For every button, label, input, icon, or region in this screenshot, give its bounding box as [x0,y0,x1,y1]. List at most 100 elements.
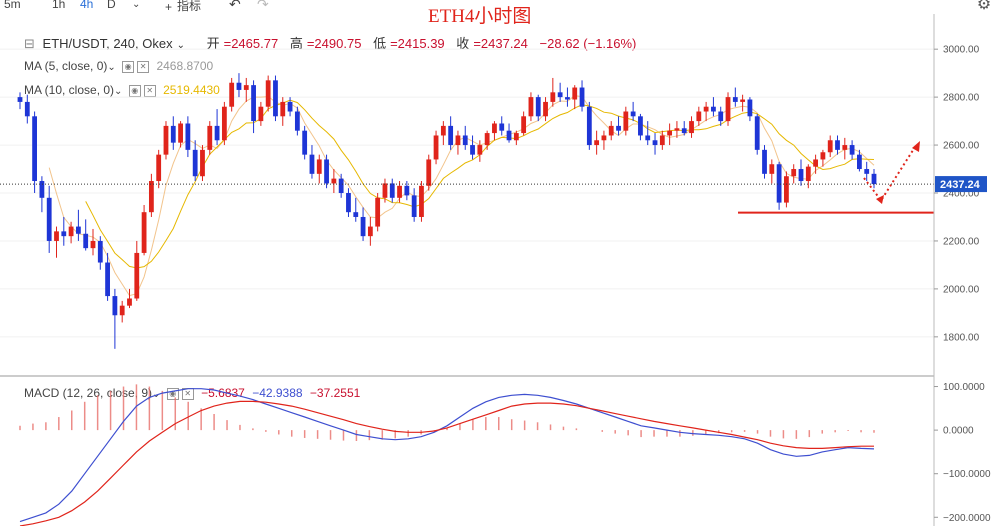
candle-body [543,101,548,117]
price-tick-label: 2000.00 [943,284,980,295]
timeframe-d[interactable]: D [107,0,116,11]
candle-body [791,169,797,177]
candle-body [732,97,738,102]
candle-body [747,99,753,117]
candle-body [207,125,213,150]
indicator-button[interactable]: 指标 [177,0,202,13]
eye-icon[interactable]: ◉ [122,60,135,73]
macd-tick-label: 0.0000 [943,426,974,437]
ohlc-close: 收 =2437.24 [456,36,532,51]
candle-body [820,152,826,160]
candle-body [711,106,716,112]
candle-body [857,154,862,170]
candle-body [273,80,278,117]
timeframe-5m[interactable]: 5m [4,0,21,11]
chevron-down-icon[interactable]: ⌄ [107,62,116,73]
chevron-down-icon[interactable]: ⌄ [114,86,123,97]
annotations [0,141,934,214]
ma10-legend: MA (10, close, 0)⌄ ◉ ✕ 2519.4430 [24,83,220,97]
last-price-tag-label: 2437.24 [940,179,981,191]
candle-body [163,125,169,155]
timeframe-1h[interactable]: 1h [52,0,66,11]
timeframe-toolbar: 5m 1h 4h D ⌄ + 指标 ↶ ↷ [0,0,1005,14]
candle-body [652,140,658,146]
price-tick-label: 2200.00 [943,236,980,247]
close-icon[interactable]: ✕ [137,60,150,73]
symbol-legend: ⊟ ETH/USDT, 240, Okex ⌄ 开 =2465.77 高 =2490.… [24,33,640,52]
candle-body [39,181,45,198]
signal-line [19,400,874,526]
candle-body [776,164,782,203]
candle-body [601,135,607,141]
candle-body [762,149,767,174]
candle-body [725,97,731,122]
candle-body [579,87,585,107]
candle-body [484,133,490,146]
candle-body [192,149,198,177]
candle-body [433,135,439,160]
collapse-icon[interactable]: ⊟ [24,36,35,51]
ohlc-low: 低 =2415.39 [373,36,449,51]
chevron-down-icon[interactable]: ⌄ [176,40,185,51]
candle-body [586,106,592,146]
candle-body [331,178,337,184]
candle-body [243,85,249,90]
candle-body [134,252,140,299]
ma5-label: MA (5, close, 0) [24,59,108,73]
high-label: 高 [289,36,303,51]
candle-body [32,116,37,182]
candle-body [112,296,118,316]
candle-body [338,178,344,194]
candle-body [681,128,687,134]
close-value: =2437.24 [473,36,528,51]
candle-body [798,169,804,182]
candle-body [528,97,534,117]
low-label: 低 [373,36,387,51]
undo-icon[interactable]: ↶ [229,0,241,12]
candle-body [572,87,578,100]
candle-body [324,159,329,184]
macd-pane [19,384,875,526]
eye-icon[interactable]: ◉ [166,387,179,400]
candle-body [696,111,702,122]
candle-body [616,125,621,131]
candle-body [148,181,154,213]
candle-body [674,128,680,131]
chevron-down-icon[interactable]: ⌄ [132,0,141,10]
close-icon[interactable]: ✕ [143,84,156,97]
candle-body [17,97,23,102]
plus-icon[interactable]: + [165,0,173,14]
projection-up-arrow [881,146,916,200]
candle-body [448,125,454,146]
candle-body [499,123,505,131]
close-label: 收 [456,36,470,51]
symbol-name: ETH/USDT, 240, Okex [42,36,173,51]
candle-body [221,106,227,141]
candle-body [353,212,359,217]
candle-body [54,231,59,241]
candle-body [492,123,497,134]
open-value: =2465.77 [223,36,279,51]
grid [0,48,934,377]
candle-body [623,111,629,131]
price-tick-label: 2800.00 [943,93,980,104]
candle-body [287,101,293,112]
candle-body [127,298,132,306]
macd-tick-label: 100.0000 [943,382,985,393]
candle-body [397,185,402,198]
candle-body [550,92,556,102]
price-tick-label: 2600.00 [943,141,980,152]
candle-body [470,145,475,155]
candle-body [346,193,351,213]
ohlc-open: 开 =2465.77 [207,36,283,51]
candle-body [455,135,461,146]
redo-icon[interactable]: ↷ [257,0,269,12]
candle-body [849,145,855,155]
timeframe-4h[interactable]: 4h [80,0,94,11]
candle-body [404,185,410,196]
candle-body [506,130,512,141]
eye-icon[interactable]: ◉ [128,84,141,97]
gear-icon[interactable]: ⚙ [976,0,992,13]
candle-body [565,97,570,100]
